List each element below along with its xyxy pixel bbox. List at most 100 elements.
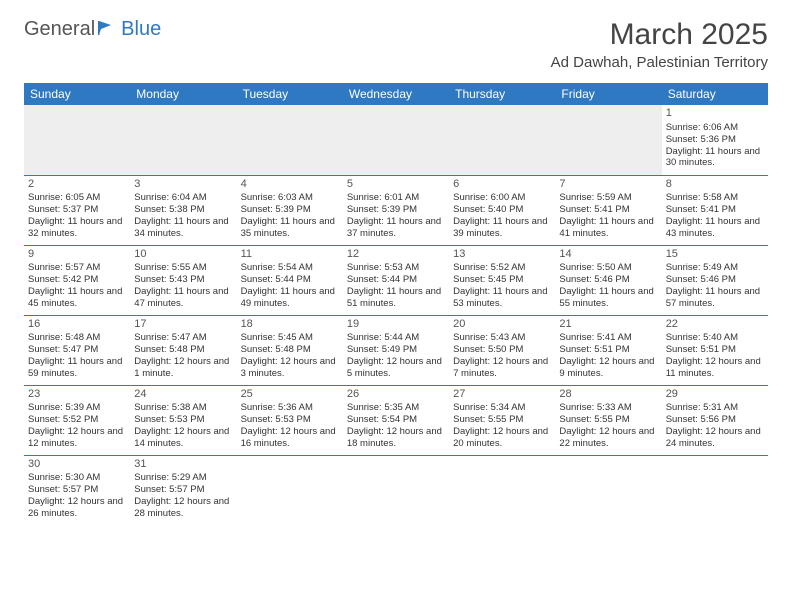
calendar-day-cell: 12Sunrise: 5:53 AMSunset: 5:44 PMDayligh… bbox=[343, 245, 449, 315]
calendar-day-cell bbox=[555, 105, 661, 175]
calendar-day-cell: 27Sunrise: 5:34 AMSunset: 5:55 PMDayligh… bbox=[449, 385, 555, 455]
sunrise-text: Sunrise: 6:01 AM bbox=[347, 192, 445, 204]
calendar-day-cell: 5Sunrise: 6:01 AMSunset: 5:39 PMDaylight… bbox=[343, 175, 449, 245]
daylight-text: Daylight: 12 hours and 5 minutes. bbox=[347, 356, 445, 380]
day-number: 30 bbox=[28, 458, 126, 472]
sunrise-text: Sunrise: 5:50 AM bbox=[559, 262, 657, 274]
weekday-header: Thursday bbox=[449, 83, 555, 105]
sunrise-text: Sunrise: 5:47 AM bbox=[134, 332, 232, 344]
calendar-day-cell: 20Sunrise: 5:43 AMSunset: 5:50 PMDayligh… bbox=[449, 315, 555, 385]
sunset-text: Sunset: 5:48 PM bbox=[241, 344, 339, 356]
calendar-day-cell: 7Sunrise: 5:59 AMSunset: 5:41 PMDaylight… bbox=[555, 175, 661, 245]
daylight-text: Daylight: 11 hours and 34 minutes. bbox=[134, 216, 232, 240]
calendar-day-cell: 6Sunrise: 6:00 AMSunset: 5:40 PMDaylight… bbox=[449, 175, 555, 245]
day-number: 31 bbox=[134, 458, 232, 472]
day-number: 12 bbox=[347, 248, 445, 262]
day-number: 24 bbox=[134, 388, 232, 402]
daylight-text: Daylight: 11 hours and 41 minutes. bbox=[559, 216, 657, 240]
daylight-text: Daylight: 11 hours and 37 minutes. bbox=[347, 216, 445, 240]
month-title: March 2025 bbox=[551, 18, 768, 52]
sunrise-text: Sunrise: 5:36 AM bbox=[241, 402, 339, 414]
sunset-text: Sunset: 5:38 PM bbox=[134, 204, 232, 216]
logo-text-general: General bbox=[24, 18, 95, 41]
calendar-day-cell: 1Sunrise: 6:06 AMSunset: 5:36 PMDaylight… bbox=[662, 105, 768, 175]
sunrise-text: Sunrise: 6:05 AM bbox=[28, 192, 126, 204]
day-number: 10 bbox=[134, 248, 232, 262]
sunset-text: Sunset: 5:56 PM bbox=[666, 414, 764, 426]
sunset-text: Sunset: 5:48 PM bbox=[134, 344, 232, 356]
sunrise-text: Sunrise: 5:35 AM bbox=[347, 402, 445, 414]
day-number: 9 bbox=[28, 248, 126, 262]
day-number: 3 bbox=[134, 178, 232, 192]
sunset-text: Sunset: 5:51 PM bbox=[559, 344, 657, 356]
day-number: 7 bbox=[559, 178, 657, 192]
sunset-text: Sunset: 5:57 PM bbox=[134, 484, 232, 496]
calendar-day-cell: 15Sunrise: 5:49 AMSunset: 5:46 PMDayligh… bbox=[662, 245, 768, 315]
sunset-text: Sunset: 5:41 PM bbox=[666, 204, 764, 216]
sunrise-text: Sunrise: 6:06 AM bbox=[666, 122, 764, 134]
calendar-day-cell bbox=[130, 105, 236, 175]
day-number: 25 bbox=[241, 388, 339, 402]
calendar-day-cell bbox=[343, 455, 449, 525]
sunset-text: Sunset: 5:44 PM bbox=[347, 274, 445, 286]
day-number: 14 bbox=[559, 248, 657, 262]
sunset-text: Sunset: 5:41 PM bbox=[559, 204, 657, 216]
flag-icon bbox=[97, 19, 119, 40]
sunrise-text: Sunrise: 5:59 AM bbox=[559, 192, 657, 204]
day-number: 22 bbox=[666, 318, 764, 332]
sunrise-text: Sunrise: 5:38 AM bbox=[134, 402, 232, 414]
day-number: 1 bbox=[666, 107, 764, 121]
weekday-header: Tuesday bbox=[237, 83, 343, 105]
sunset-text: Sunset: 5:36 PM bbox=[666, 134, 764, 146]
day-number: 11 bbox=[241, 248, 339, 262]
day-number: 2 bbox=[28, 178, 126, 192]
daylight-text: Daylight: 11 hours and 49 minutes. bbox=[241, 286, 339, 310]
calendar-day-cell: 9Sunrise: 5:57 AMSunset: 5:42 PMDaylight… bbox=[24, 245, 130, 315]
sunset-text: Sunset: 5:54 PM bbox=[347, 414, 445, 426]
calendar-day-cell bbox=[237, 105, 343, 175]
sunrise-text: Sunrise: 5:39 AM bbox=[28, 402, 126, 414]
calendar-page: General Blue March 2025 Ad Dawhah, Pales… bbox=[0, 0, 792, 543]
sunset-text: Sunset: 5:42 PM bbox=[28, 274, 126, 286]
daylight-text: Daylight: 11 hours and 55 minutes. bbox=[559, 286, 657, 310]
calendar-week-row: 1Sunrise: 6:06 AMSunset: 5:36 PMDaylight… bbox=[24, 105, 768, 175]
sunset-text: Sunset: 5:53 PM bbox=[241, 414, 339, 426]
calendar-day-cell: 3Sunrise: 6:04 AMSunset: 5:38 PMDaylight… bbox=[130, 175, 236, 245]
sunset-text: Sunset: 5:45 PM bbox=[453, 274, 551, 286]
sunrise-text: Sunrise: 5:49 AM bbox=[666, 262, 764, 274]
sunrise-text: Sunrise: 5:57 AM bbox=[28, 262, 126, 274]
calendar-day-cell: 16Sunrise: 5:48 AMSunset: 5:47 PMDayligh… bbox=[24, 315, 130, 385]
sunrise-text: Sunrise: 5:53 AM bbox=[347, 262, 445, 274]
calendar-header-row: SundayMondayTuesdayWednesdayThursdayFrid… bbox=[24, 83, 768, 105]
daylight-text: Daylight: 12 hours and 11 minutes. bbox=[666, 356, 764, 380]
day-number: 21 bbox=[559, 318, 657, 332]
calendar-body: 1Sunrise: 6:06 AMSunset: 5:36 PMDaylight… bbox=[24, 105, 768, 525]
daylight-text: Daylight: 11 hours and 30 minutes. bbox=[666, 146, 764, 170]
sunset-text: Sunset: 5:39 PM bbox=[347, 204, 445, 216]
calendar-day-cell: 29Sunrise: 5:31 AMSunset: 5:56 PMDayligh… bbox=[662, 385, 768, 455]
logo-text-blue: Blue bbox=[121, 18, 161, 41]
daylight-text: Daylight: 12 hours and 16 minutes. bbox=[241, 426, 339, 450]
daylight-text: Daylight: 12 hours and 12 minutes. bbox=[28, 426, 126, 450]
day-number: 15 bbox=[666, 248, 764, 262]
daylight-text: Daylight: 11 hours and 53 minutes. bbox=[453, 286, 551, 310]
sunrise-text: Sunrise: 5:41 AM bbox=[559, 332, 657, 344]
title-block: March 2025 Ad Dawhah, Palestinian Territ… bbox=[551, 18, 768, 71]
sunset-text: Sunset: 5:40 PM bbox=[453, 204, 551, 216]
daylight-text: Daylight: 12 hours and 14 minutes. bbox=[134, 426, 232, 450]
sunset-text: Sunset: 5:46 PM bbox=[666, 274, 764, 286]
day-number: 17 bbox=[134, 318, 232, 332]
daylight-text: Daylight: 12 hours and 18 minutes. bbox=[347, 426, 445, 450]
sunset-text: Sunset: 5:57 PM bbox=[28, 484, 126, 496]
sunset-text: Sunset: 5:43 PM bbox=[134, 274, 232, 286]
day-number: 5 bbox=[347, 178, 445, 192]
daylight-text: Daylight: 11 hours and 45 minutes. bbox=[28, 286, 126, 310]
calendar-day-cell: 8Sunrise: 5:58 AMSunset: 5:41 PMDaylight… bbox=[662, 175, 768, 245]
calendar-week-row: 16Sunrise: 5:48 AMSunset: 5:47 PMDayligh… bbox=[24, 315, 768, 385]
calendar-day-cell: 21Sunrise: 5:41 AMSunset: 5:51 PMDayligh… bbox=[555, 315, 661, 385]
sunrise-text: Sunrise: 5:52 AM bbox=[453, 262, 551, 274]
day-number: 26 bbox=[347, 388, 445, 402]
logo: General Blue bbox=[24, 18, 161, 41]
sunrise-text: Sunrise: 5:40 AM bbox=[666, 332, 764, 344]
day-number: 23 bbox=[28, 388, 126, 402]
